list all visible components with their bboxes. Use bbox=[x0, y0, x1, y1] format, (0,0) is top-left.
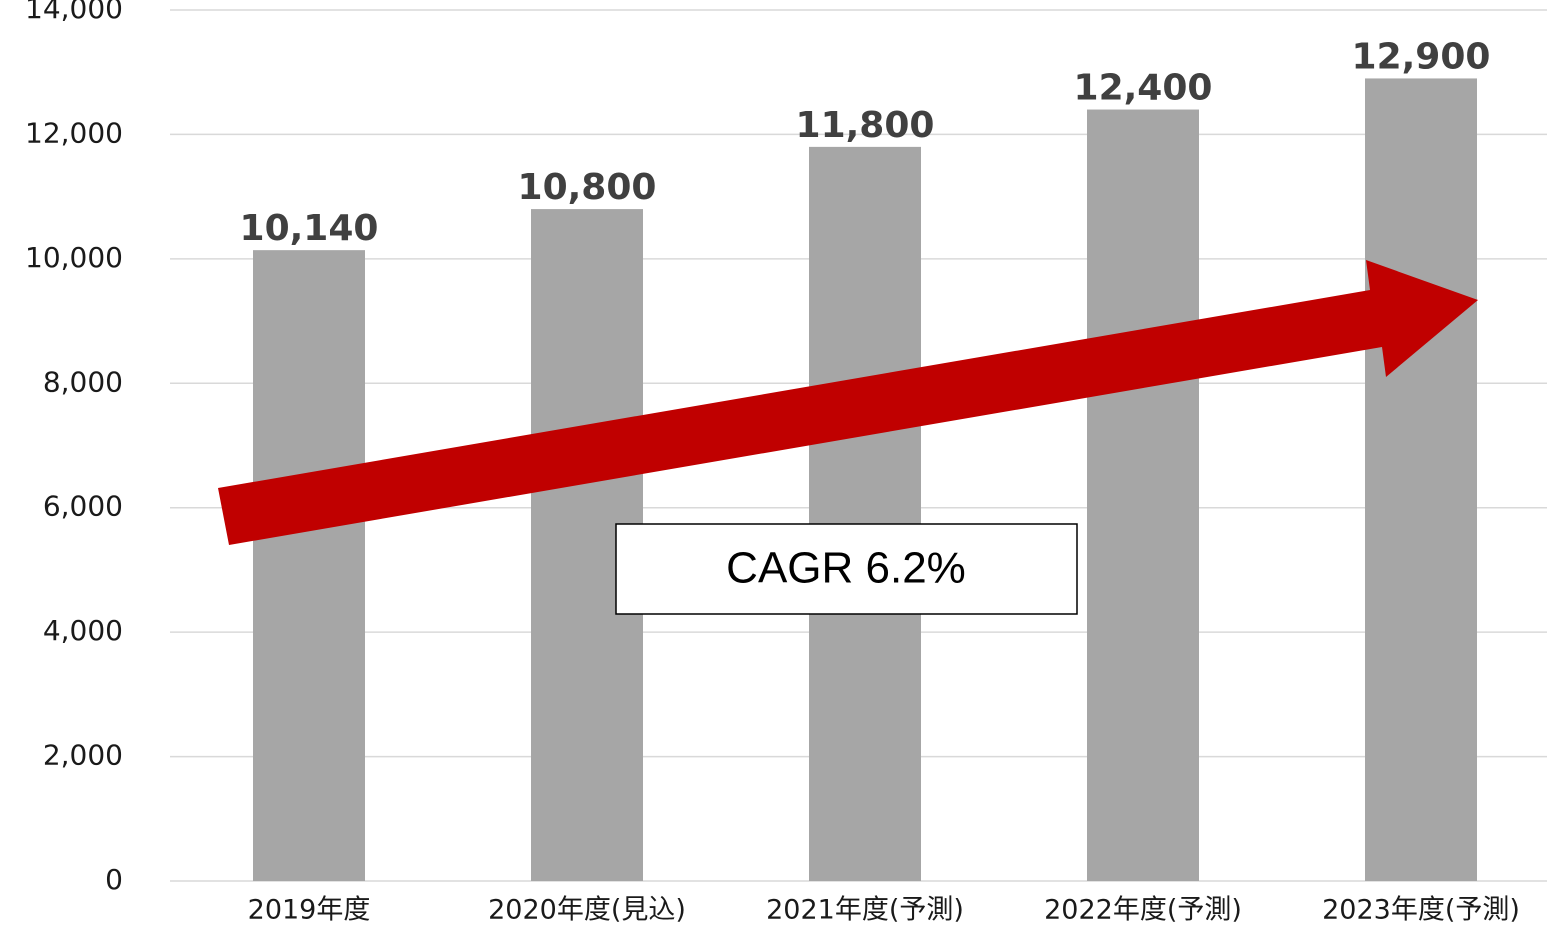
data-label: 12,400 bbox=[1074, 68, 1213, 109]
bar bbox=[1365, 78, 1477, 881]
y-tick-label: 10,000 bbox=[25, 241, 123, 274]
x-tick-label: 2019年度 bbox=[248, 895, 371, 926]
data-label: 10,140 bbox=[240, 208, 379, 249]
y-tick-label: 12,000 bbox=[25, 116, 123, 149]
x-tick-label: 2023年度(予測) bbox=[1322, 895, 1520, 926]
bar bbox=[809, 146, 921, 881]
data-label: 11,800 bbox=[796, 105, 935, 146]
x-tick-label: 2020年度(見込) bbox=[488, 895, 686, 926]
x-tick-label: 2021年度(予測) bbox=[766, 895, 964, 926]
y-tick-label: 8,000 bbox=[43, 365, 123, 398]
y-tick-label: 2,000 bbox=[43, 739, 123, 772]
x-tick-label: 2022年度(予測) bbox=[1044, 895, 1242, 926]
y-tick-label: 0 bbox=[105, 863, 123, 896]
data-label: 10,800 bbox=[518, 167, 657, 208]
bar bbox=[253, 250, 365, 881]
annotation-box bbox=[615, 523, 1078, 615]
data-label: 12,900 bbox=[1352, 36, 1491, 77]
trend-arrow bbox=[218, 260, 1478, 545]
bar bbox=[1087, 109, 1199, 882]
y-tick-label: 14,000 bbox=[25, 0, 123, 25]
y-tick-label: 4,000 bbox=[43, 614, 123, 647]
annotation: CAGR 6.2% bbox=[726, 544, 966, 593]
y-tick-label: 6,000 bbox=[43, 490, 123, 523]
